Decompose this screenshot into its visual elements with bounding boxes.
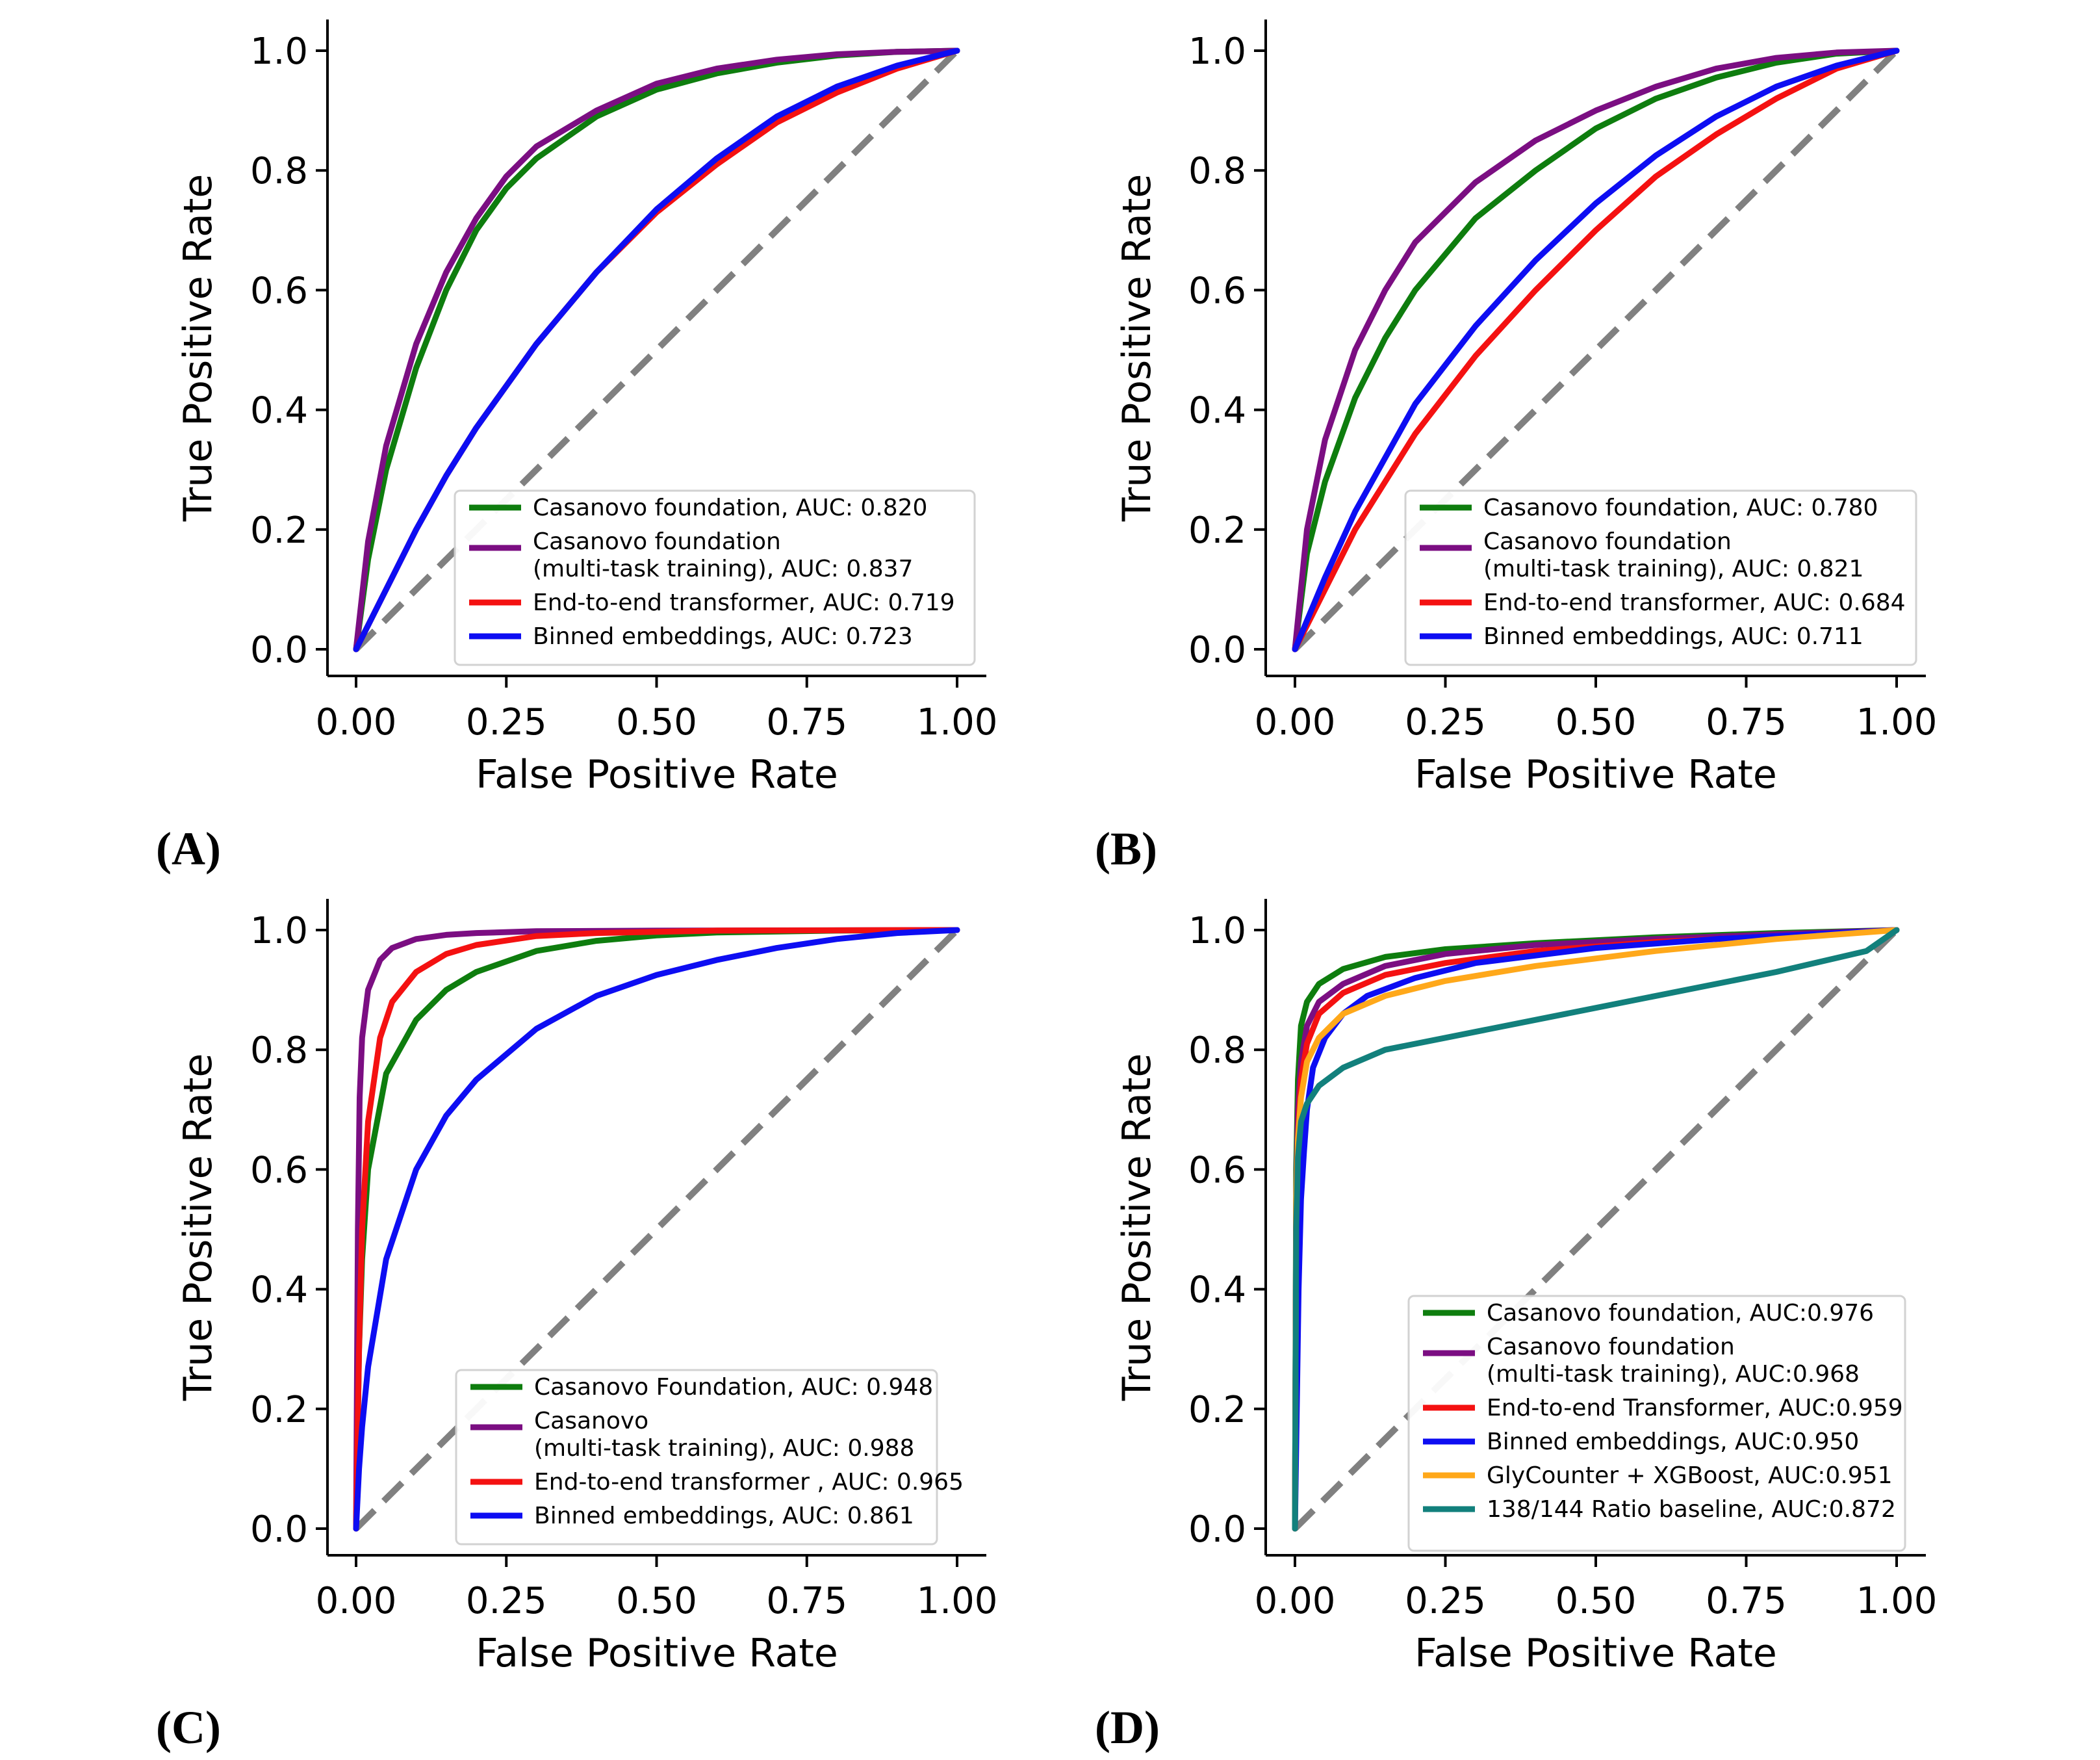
- y-tick-label: 0.4: [250, 1269, 308, 1312]
- legend-entry: End-to-end transformer, AUC: 0.719: [533, 589, 955, 616]
- y-tick-label: 0.0: [1188, 1508, 1246, 1551]
- x-tick-label: 0.75: [766, 1580, 847, 1622]
- x-tick-label: 0.00: [316, 1580, 397, 1622]
- legend-entry: (multi-task training), AUC:0.968: [1487, 1361, 1860, 1388]
- x-axis-title: False Positive Rate: [1415, 1631, 1777, 1676]
- y-tick-label: 0.2: [1188, 510, 1246, 552]
- legend-entry: Casanovo: [534, 1408, 648, 1434]
- legend-entry: (multi-task training), AUC: 0.837: [533, 556, 913, 582]
- x-tick-label: 0.50: [616, 1580, 697, 1622]
- y-tick-label: 0.2: [250, 510, 308, 552]
- x-tick-label: 0.00: [1255, 1580, 1336, 1622]
- legend-box: [454, 489, 976, 666]
- x-tick-label: 0.00: [316, 701, 397, 744]
- chart-panel: 0.0 0.2 0.4 0.6 0.8 1.0 0.00 0.25 0.50 0.75 1.00 Fa…: [156, 19, 997, 875]
- y-tick-label: 0.0: [250, 1508, 308, 1551]
- y-tick-label: 1.0: [1188, 910, 1246, 952]
- x-tick-label: 0.25: [1405, 1580, 1486, 1622]
- y-tick-label: 0.6: [1188, 270, 1246, 312]
- x-axis-title: False Positive Rate: [476, 1631, 838, 1676]
- x-tick-label: 1.00: [917, 1580, 998, 1622]
- x-tick-label: 0.50: [616, 701, 697, 744]
- legend-entry: (multi-task training), AUC: 0.988: [534, 1435, 914, 1462]
- chart-panel: 0.0 0.2 0.4 0.6 0.8 1.0 0.00 0.25 0.50 0.75 1.00 Fa…: [156, 899, 997, 1754]
- roc-curve-red: [353, 927, 960, 1532]
- y-axis-title: True Positive Rate: [1114, 1054, 1160, 1401]
- x-tick-label: 0.75: [1706, 701, 1787, 744]
- panel-label: (D): [1095, 1702, 1160, 1754]
- legend-entry: Casanovo foundation: [533, 528, 781, 555]
- y-tick-label: 1.0: [250, 910, 308, 952]
- legend-entry: End-to-end transformer, AUC: 0.684: [1483, 589, 1906, 616]
- roc-curve-red: [1292, 47, 1900, 653]
- legend-entry: Binned embeddings, AUC: 0.723: [533, 623, 913, 650]
- roc-curve-green: [1292, 47, 1900, 653]
- x-tick-label: 1.00: [1856, 1580, 1938, 1622]
- roc-curve-blue: [1292, 47, 1900, 653]
- y-tick-label: 0.0: [250, 629, 308, 671]
- x-tick-label: 0.25: [466, 701, 547, 744]
- x-tick-label: 1.00: [917, 701, 998, 744]
- legend-box: [1404, 489, 1917, 666]
- roc-curve-purple: [1292, 47, 1900, 653]
- panel-label: (C): [156, 1702, 221, 1754]
- y-axis-title: True Positive Rate: [175, 174, 221, 522]
- diagonal-reference-line: [1292, 48, 1899, 652]
- roc-curve-blue: [353, 47, 960, 653]
- x-tick-label: 0.75: [766, 701, 847, 744]
- y-tick-label: 0.4: [250, 390, 308, 432]
- roc-curve-teal: [1292, 927, 1900, 1532]
- chart-panel: 0.0 0.2 0.4 0.6 0.8 1.0 0.00 0.25 0.50 0.75 1.00 Fa…: [1095, 19, 1937, 875]
- roc-curve-purple: [353, 927, 960, 1532]
- x-tick-label: 1.00: [1856, 701, 1938, 744]
- y-tick-label: 0.8: [1188, 150, 1246, 192]
- x-axis-title: False Positive Rate: [1415, 752, 1777, 797]
- y-tick-label: 0.4: [1188, 390, 1246, 432]
- legend-entry: (multi-task training), AUC: 0.821: [1483, 556, 1863, 582]
- y-tick-label: 0.0: [1188, 629, 1246, 671]
- legend-entry: Binned embeddings, AUC: 0.861: [534, 1503, 914, 1529]
- diagonal-reference-line: [1292, 927, 1899, 1531]
- legend-entry: 138/144 Ratio baseline, AUC:0.872: [1487, 1496, 1896, 1523]
- y-tick-label: 0.6: [250, 1149, 308, 1191]
- y-tick-label: 0.6: [250, 270, 308, 312]
- x-axis-title: False Positive Rate: [476, 752, 838, 797]
- legend-entry: Casanovo Foundation, AUC: 0.948: [534, 1374, 933, 1401]
- legend-entry: End-to-end transformer , AUC: 0.965: [534, 1469, 964, 1495]
- legend-entry: GlyCounter + XGBoost, AUC:0.951: [1487, 1462, 1892, 1489]
- legend-entry: Casanovo foundation: [1483, 528, 1732, 555]
- y-tick-label: 0.8: [250, 150, 308, 192]
- y-tick-label: 1.0: [1188, 31, 1246, 73]
- chart-panel: 0.0 0.2 0.4 0.6 0.8 1.0 0.00 0.25 0.50 0.75 1.00 Fa…: [1095, 899, 1937, 1754]
- legend-box: [455, 1369, 938, 1546]
- y-tick-label: 0.8: [250, 1029, 308, 1072]
- y-tick-label: 0.6: [1188, 1149, 1246, 1191]
- legend-entry: Casanovo foundation, AUC: 0.780: [1483, 495, 1878, 521]
- y-tick-label: 0.2: [250, 1389, 308, 1431]
- legend-entry: Binned embeddings, AUC: 0.711: [1483, 623, 1863, 650]
- legend-entry: Casanovo foundation, AUC:0.976: [1487, 1300, 1874, 1326]
- legend-entry: Binned embeddings, AUC:0.950: [1487, 1429, 1859, 1455]
- roc-curve-purple: [353, 47, 960, 653]
- legend-entry: End-to-end Transformer, AUC:0.959: [1487, 1395, 1903, 1421]
- legend-box: [1407, 1295, 1906, 1552]
- x-tick-label: 0.25: [1405, 701, 1486, 744]
- x-tick-label: 0.50: [1556, 701, 1637, 744]
- y-tick-label: 0.2: [1188, 1389, 1246, 1431]
- legend-entry: Casanovo foundation, AUC: 0.820: [533, 495, 927, 521]
- panel-label: (B): [1095, 823, 1157, 875]
- x-tick-label: 0.25: [466, 1580, 547, 1622]
- roc-curve-blue: [353, 927, 960, 1532]
- y-tick-label: 0.8: [1188, 1029, 1246, 1072]
- x-tick-label: 0.00: [1255, 701, 1336, 744]
- legend-entry: Casanovo foundation: [1487, 1334, 1735, 1360]
- panel-label: (A): [156, 823, 221, 875]
- y-axis-title: True Positive Rate: [175, 1054, 221, 1401]
- x-tick-label: 0.75: [1706, 1580, 1787, 1622]
- x-tick-label: 0.50: [1556, 1580, 1637, 1622]
- y-tick-label: 0.4: [1188, 1269, 1246, 1312]
- y-axis-title: True Positive Rate: [1114, 174, 1160, 522]
- y-tick-label: 1.0: [250, 31, 308, 73]
